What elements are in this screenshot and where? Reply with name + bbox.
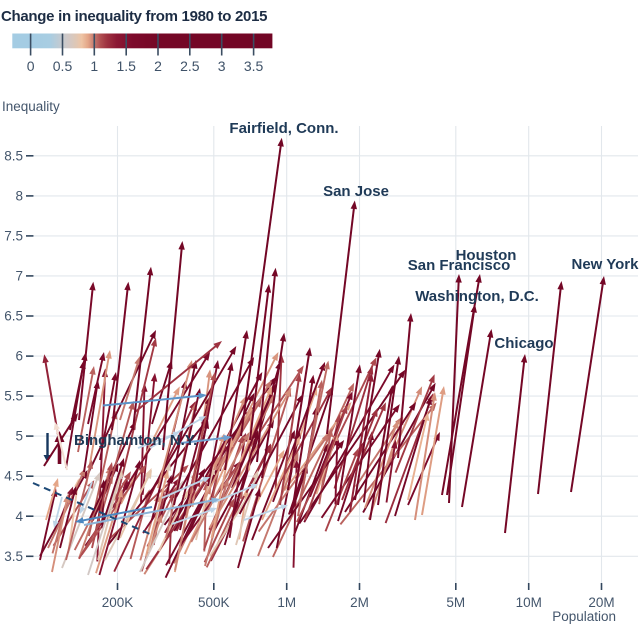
svg-text:5: 5 [15,429,23,444]
svg-text:Population: Population [552,609,616,624]
svg-text:Fairfield, Conn.: Fairfield, Conn. [229,120,338,137]
svg-text:5M: 5M [446,595,465,610]
svg-text:San Francisco: San Francisco [408,257,511,274]
svg-text:3.5: 3.5 [244,58,264,74]
svg-text:Houston: Houston [456,247,517,264]
svg-text:7.5: 7.5 [4,228,23,243]
svg-text:20M: 20M [588,595,614,610]
svg-text:5.5: 5.5 [4,389,23,404]
svg-text:1.5: 1.5 [116,58,136,74]
svg-text:6.5: 6.5 [4,309,23,324]
svg-text:4.5: 4.5 [4,469,23,484]
svg-text:8.5: 8.5 [4,148,23,163]
svg-text:Change in inequality from 1980: Change in inequality from 1980 to 2015 [1,8,267,25]
svg-text:4: 4 [15,509,23,524]
svg-text:1M: 1M [277,595,296,610]
svg-text:2.5: 2.5 [180,58,200,74]
svg-text:3: 3 [218,58,226,74]
svg-text:7: 7 [15,268,23,283]
svg-text:Chicago: Chicago [494,335,553,352]
svg-text:San Jose: San Jose [323,183,389,200]
svg-text:1: 1 [90,58,98,74]
svg-text:2M: 2M [350,595,369,610]
svg-text:0: 0 [27,58,35,74]
svg-text:6: 6 [15,349,23,364]
svg-text:10M: 10M [516,595,542,610]
svg-text:500K: 500K [198,595,230,610]
svg-text:2: 2 [154,58,162,74]
svg-text:8: 8 [15,188,23,203]
svg-text:200K: 200K [102,595,134,610]
svg-text:Binghamton, N.Y.: Binghamton, N.Y. [74,432,197,449]
svg-text:3.5: 3.5 [4,549,23,564]
svg-text:Washington, D.C.: Washington, D.C. [415,288,539,305]
svg-text:0.5: 0.5 [53,58,73,74]
svg-text:Inequality: Inequality [2,99,60,114]
svg-text:New York: New York [572,256,640,273]
